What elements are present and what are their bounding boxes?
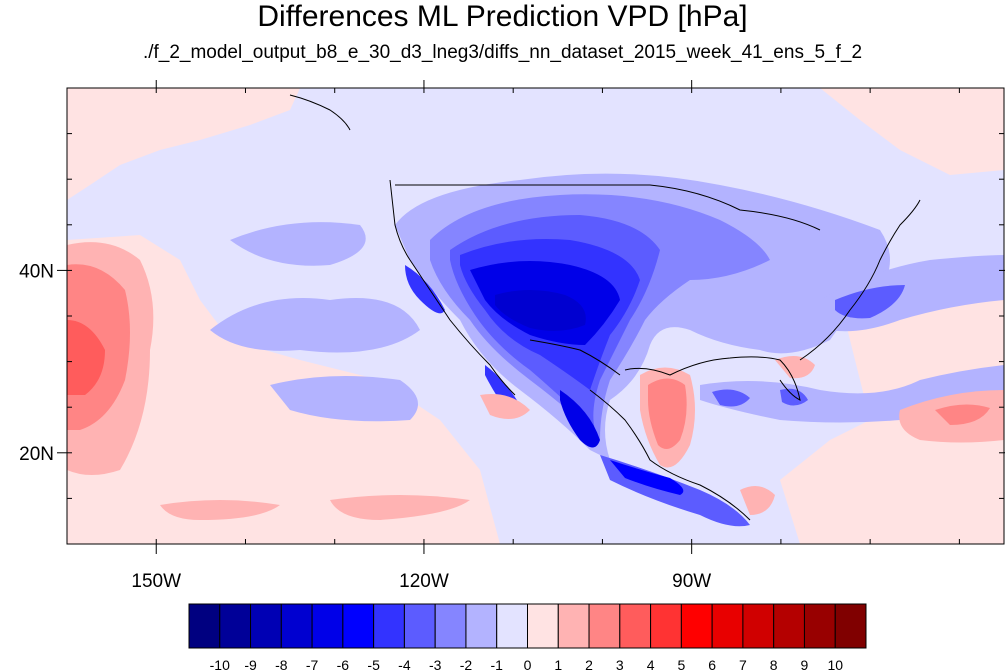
- field-region-neg2-pacific-b: [270, 376, 418, 422]
- field-region-neg4-atlantic-south-b: [780, 388, 808, 406]
- coastline-atlantic: [799, 199, 921, 361]
- field-region-1-pacific-south-a: [160, 500, 280, 520]
- colorbar-label: 5: [677, 657, 685, 672]
- x-tick-label: 150W: [131, 571, 181, 592]
- field-region-1-pacific-south-b: [330, 495, 470, 520]
- colorbar-swatch: [250, 603, 282, 649]
- colorbar-swatch: [342, 603, 375, 649]
- colorbar-swatch: [188, 603, 221, 649]
- colorbar-label: 3: [616, 657, 624, 672]
- coastline-pacific-northwest: [389, 179, 411, 261]
- colorbar-swatch: [619, 603, 652, 649]
- colorbar-swatch: [557, 603, 590, 649]
- field-region-2-atlantic: [935, 404, 990, 425]
- colorbar-swatch: [834, 603, 867, 649]
- axis-ticks: 150W 120W 90W 40N 20N: [19, 80, 1005, 592]
- colorbar-swatch: [588, 603, 621, 649]
- border-canada: [395, 184, 821, 231]
- colorbar-swatch: [280, 603, 313, 649]
- colorbar-label: 4: [647, 657, 655, 672]
- field-region-1-florida: [775, 356, 815, 379]
- colorbar-swatch: [527, 603, 559, 649]
- colorbar-swatch: [650, 603, 682, 649]
- field-region-neg2-pacific-a: [210, 298, 420, 353]
- colorbar: -10 -9 -8 -7 -6 -5 -4 -3 -2 -1 0 1 2 3 4 5 6 7 8 9 10: [188, 603, 867, 672]
- colorbar-label: -7: [306, 657, 319, 672]
- x-tick-label: 120W: [399, 571, 449, 592]
- field-region-neg5-central-america: [610, 460, 684, 495]
- colorbar-swatch: [742, 603, 775, 649]
- coastline-west: [409, 259, 516, 396]
- y-tick-label: 20N: [19, 444, 54, 465]
- field-region-neg4-atlantic-north: [835, 285, 905, 319]
- x-tick-label: 90W: [672, 571, 711, 592]
- colorbar-label: -3: [429, 657, 442, 672]
- field-region-neg5-california: [405, 265, 445, 314]
- colorbar-label: 7: [739, 657, 747, 672]
- field-region-neg2-pacific-c: [230, 222, 366, 266]
- colorbar-label: -6: [337, 657, 350, 672]
- chart-subtitle: ./f_2_model_output_b8_e_30_d3_lneg3/diff…: [142, 42, 863, 63]
- colorbar-label: 1: [554, 657, 562, 672]
- colorbar-swatch: [403, 603, 436, 649]
- colorbar-label: -4: [398, 657, 411, 672]
- chart-title: Differences ML Prediction VPD [hPa]: [257, 0, 748, 33]
- field-region-neg6-mexico: [560, 390, 600, 448]
- coastlines: [289, 94, 921, 521]
- colorbar-label: -10: [210, 657, 230, 672]
- field-region-0-northeast: [820, 88, 1004, 175]
- colorbar-swatch: [496, 603, 528, 649]
- colorbar-label: -9: [244, 657, 257, 672]
- field-region-1-pacific-baja: [480, 394, 530, 419]
- y-tick-label: 40N: [19, 261, 54, 282]
- colorbar-label: 0: [524, 657, 532, 672]
- colorbar-swatch: [373, 603, 405, 649]
- coastline-mexico-pacific: [589, 389, 751, 521]
- field-region-1-caribbean: [740, 486, 775, 515]
- colorbar-swatch: [773, 603, 805, 649]
- colorbar-swatch: [680, 603, 713, 649]
- colorbar-swatch: [803, 603, 836, 649]
- coastline-gulf: [624, 356, 801, 401]
- field-region-0-north-pacific: [67, 88, 300, 200]
- colorbar-label: 2: [585, 657, 593, 672]
- colorbar-label: -8: [275, 657, 288, 672]
- colorbar-label: -2: [460, 657, 473, 672]
- coastline-alaska: [289, 94, 351, 131]
- colorbar-swatch: [465, 603, 498, 649]
- colorbar-label: 8: [770, 657, 778, 672]
- colorbar-swatch: [711, 603, 744, 649]
- field-region-neg7-conus: [495, 290, 586, 331]
- field-region-neg4-atlantic-south-a: [712, 389, 750, 407]
- colorbar-label: -5: [367, 657, 380, 672]
- colorbar-label: 10: [827, 657, 843, 672]
- colorbar-swatch: [434, 603, 467, 649]
- field-region-2-gulf: [648, 378, 687, 449]
- field-region-3-east-pacific: [67, 320, 105, 395]
- colorbar-label: 9: [801, 657, 809, 672]
- colorbar-swatch: [219, 603, 252, 649]
- colorbar-label: 6: [708, 657, 716, 672]
- border-mexico: [529, 339, 621, 376]
- colorbar-swatch: [311, 603, 344, 649]
- map-field: [67, 88, 1004, 544]
- colorbar-label: -1: [491, 657, 504, 672]
